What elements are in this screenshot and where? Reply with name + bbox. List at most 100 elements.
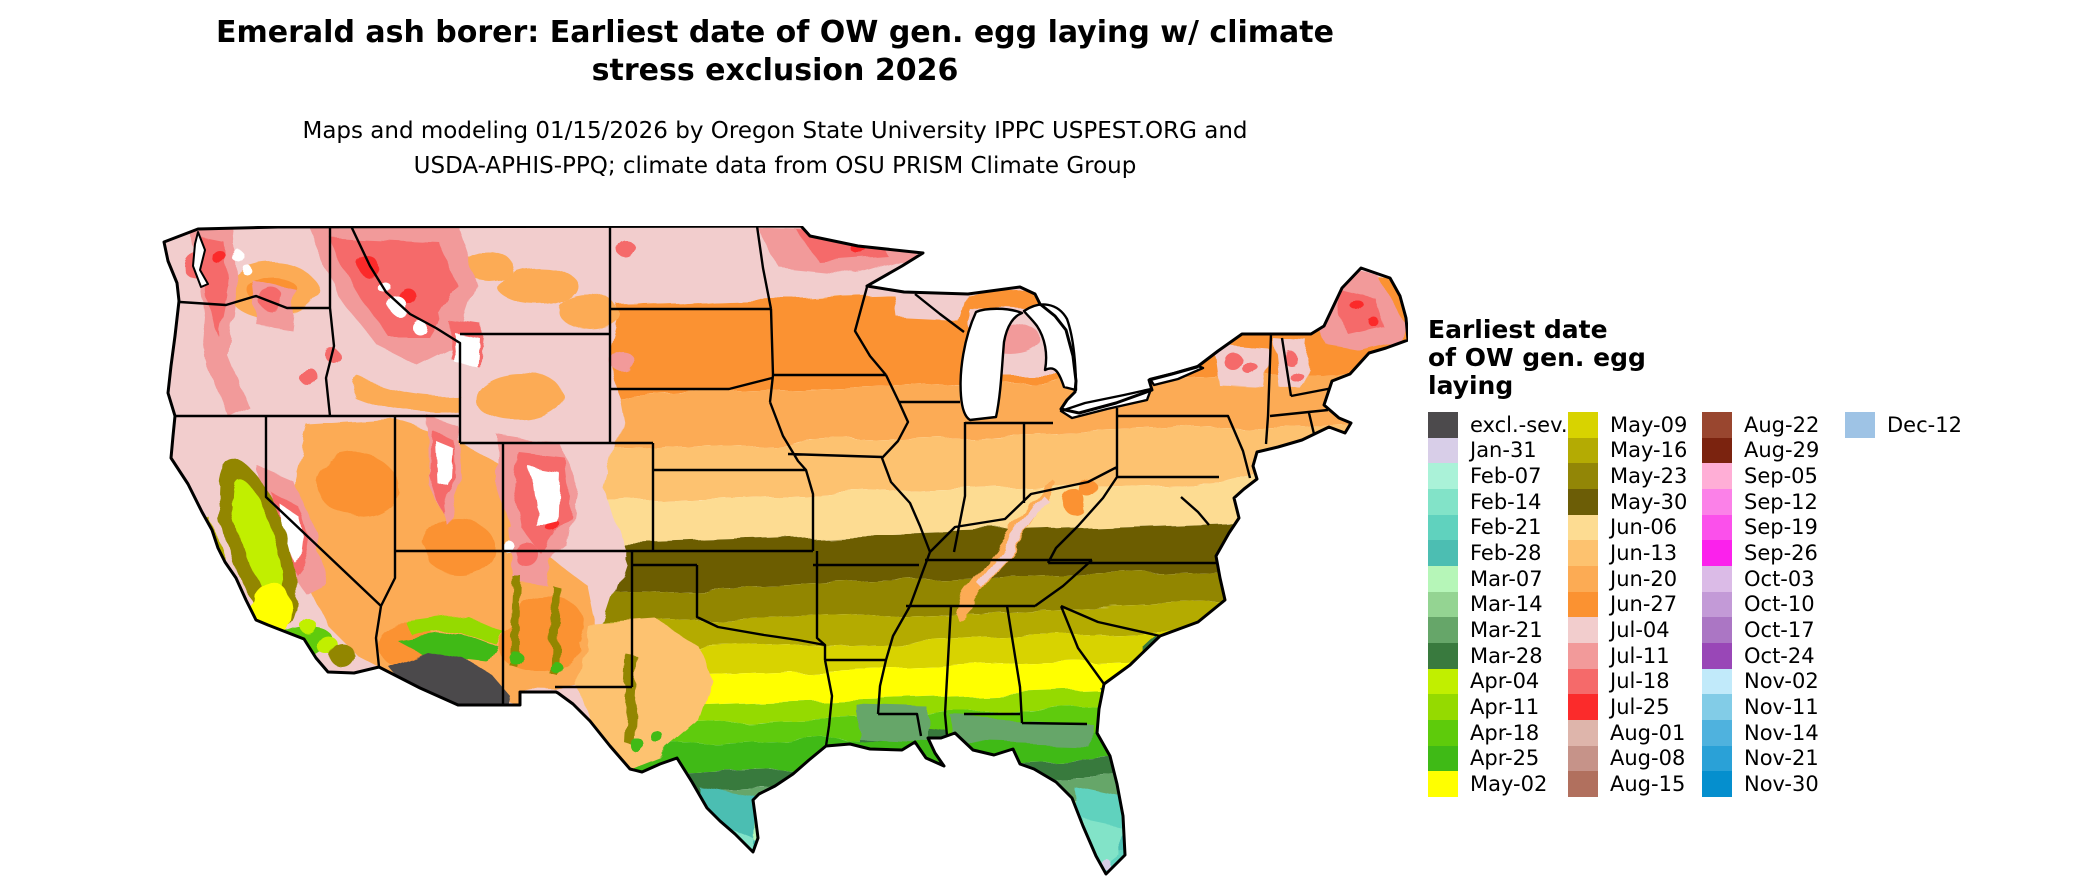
us-map-svg [162, 224, 1410, 876]
map-fill-layers [164, 226, 1408, 874]
legend-row: Aug-15 [1568, 771, 1687, 797]
legend-row: Nov-21 [1702, 745, 1819, 772]
legend-row: Dec-12 [1845, 412, 1962, 438]
legend-label: May-23 [1610, 464, 1688, 489]
legend-swatch [1702, 745, 1732, 772]
legend-row: Jul-25 [1568, 694, 1687, 720]
legend-row: Aug-22 [1702, 412, 1819, 438]
legend-label: Jul-18 [1610, 669, 1670, 694]
legend-label: Feb-21 [1470, 515, 1542, 540]
legend-label: Jun-06 [1610, 515, 1678, 540]
legend-label: Aug-22 [1744, 412, 1820, 437]
legend-label: Apr-25 [1470, 746, 1540, 771]
legend-swatch [1568, 617, 1598, 643]
legend-swatch [1702, 540, 1732, 566]
legend-label: Jun-20 [1610, 566, 1678, 591]
legend-label: Aug-08 [1610, 746, 1686, 771]
legend-row: Jul-18 [1568, 668, 1687, 695]
legend-row: Jun-13 [1568, 540, 1687, 566]
legend-swatch [1702, 694, 1732, 720]
legend-label: Feb-14 [1470, 489, 1542, 514]
legend-label: Nov-21 [1744, 746, 1819, 771]
legend-label: Jul-25 [1610, 695, 1670, 720]
legend-label: excl.-sev. [1470, 412, 1568, 437]
legend-swatch [1702, 719, 1732, 746]
legend-swatch [1702, 771, 1732, 797]
subtitle-line-2: USDA-APHIS-PPQ; climate data from OSU PR… [413, 153, 1137, 179]
legend-label: Oct-17 [1744, 618, 1815, 643]
legend-column: May-09 May-16 May-23 May-30 Jun-06 Jun-13 Jun-… [1568, 412, 1687, 797]
legend-swatch [1568, 642, 1598, 669]
legend-swatch [1845, 412, 1875, 438]
legend-swatch [1428, 514, 1458, 541]
legend-swatch [1702, 412, 1732, 438]
legend-label: Feb-28 [1470, 541, 1542, 566]
legend-swatch [1428, 591, 1458, 618]
legend-swatch [1568, 591, 1598, 618]
legend-label: Dec-12 [1887, 412, 1962, 437]
legend-swatch [1428, 694, 1458, 720]
legend-row: Jul-04 [1568, 617, 1687, 643]
title-line-2: stress exclusion 2026 [591, 53, 959, 88]
legend-row: Nov-11 [1702, 694, 1819, 720]
legend-swatch [1428, 745, 1458, 772]
west-region [164, 226, 713, 769]
legend-label: Mar-14 [1470, 592, 1543, 617]
legend-row: excl.-sev. [1428, 412, 1568, 438]
legend-swatch [1702, 668, 1732, 695]
legend-row: Feb-14 [1428, 488, 1568, 515]
legend-row: Feb-07 [1428, 463, 1568, 489]
legend-swatch [1568, 745, 1598, 772]
legend-swatch [1428, 463, 1458, 489]
legend-swatch [1568, 565, 1598, 592]
legend-swatch [1428, 642, 1458, 669]
legend-swatch [1568, 488, 1598, 515]
legend-label: Nov-11 [1744, 695, 1819, 720]
legend-swatch [1428, 719, 1458, 746]
legend-swatch [1702, 437, 1732, 464]
legend-swatch [1702, 488, 1732, 515]
legend-swatch [1568, 668, 1598, 695]
legend-swatch [1702, 565, 1732, 592]
us-outline [162, 224, 1410, 876]
legend-label: Mar-28 [1470, 643, 1543, 668]
legend-label: Oct-10 [1744, 592, 1815, 617]
legend-label: Oct-24 [1744, 643, 1815, 668]
legend-swatch [1702, 514, 1732, 541]
legend: Earliest date of OW gen. egg laying excl… [1425, 316, 2085, 802]
puget-sound [192, 231, 209, 288]
legend-row: Sep-12 [1702, 488, 1819, 515]
legend-label: Sep-12 [1744, 489, 1818, 514]
legend-row: Aug-29 [1702, 437, 1820, 464]
legend-label: Nov-30 [1744, 772, 1819, 797]
legend-row: Jul-11 [1568, 642, 1687, 669]
legend-label: May-16 [1610, 438, 1688, 463]
legend-row: Feb-21 [1428, 514, 1568, 541]
legend-label: May-30 [1610, 489, 1688, 514]
legend-title-line-3: laying [1428, 371, 1514, 400]
legend-title: Earliest date of OW gen. egg laying [1428, 316, 2085, 400]
legend-label: May-09 [1610, 412, 1688, 437]
legend-label: Mar-21 [1470, 618, 1543, 643]
legend-label: Nov-14 [1744, 720, 1819, 745]
legend-label: Apr-18 [1470, 720, 1540, 745]
legend-row: Mar-21 [1428, 617, 1568, 643]
legend-label: Aug-29 [1744, 438, 1820, 463]
lake-michigan [959, 307, 1024, 422]
legend-row: May-02 [1428, 771, 1568, 797]
legend-swatch [1428, 488, 1458, 515]
legend-row: Feb-28 [1428, 540, 1568, 566]
legend-swatch [1428, 565, 1458, 592]
map-subtitle: Maps and modeling 01/15/2026 by Oregon S… [155, 114, 1395, 184]
legend-swatch [1568, 540, 1598, 566]
legend-column: Dec-12 [1845, 412, 1962, 438]
map-title: Emerald ash borer: Earliest date of OW g… [155, 14, 1395, 90]
legend-label: Jul-11 [1610, 643, 1670, 668]
legend-row: Apr-18 [1428, 719, 1568, 746]
legend-label: Feb-07 [1470, 464, 1542, 489]
legend-row: May-16 [1568, 437, 1688, 464]
state-boundaries [175, 226, 1339, 747]
legend-swatch [1428, 540, 1458, 566]
legend-label: Nov-02 [1744, 669, 1819, 694]
legend-swatch [1568, 719, 1598, 746]
